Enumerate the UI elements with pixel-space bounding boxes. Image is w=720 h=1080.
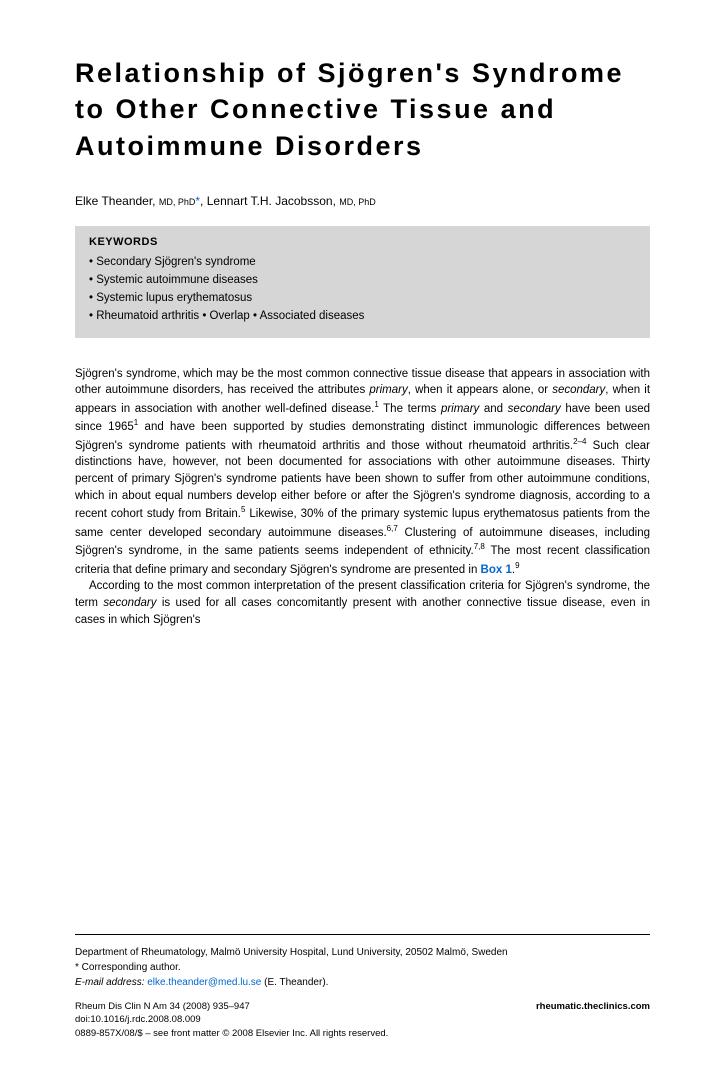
author2-credentials: MD, PhD xyxy=(339,197,376,207)
keyword-line: • Systemic autoimmune diseases xyxy=(89,272,636,290)
email-line: E-mail address: elke.theander@med.lu.se … xyxy=(75,975,650,990)
page-footer: Department of Rheumatology, Malmö Univer… xyxy=(75,934,650,1040)
keyword-line: • Systemic lupus erythematosus xyxy=(89,290,636,308)
body-text-span: is used for all cases concomitantly pres… xyxy=(75,597,650,626)
affiliation-text: Department of Rheumatology, Malmö Univer… xyxy=(75,945,650,960)
italic-term: secondary xyxy=(552,384,605,396)
citation-sup: 6,7 xyxy=(387,524,398,533)
body-text-span: and have been supported by studies demon… xyxy=(75,421,650,452)
citation-sup: 9 xyxy=(515,561,519,570)
keyword-line: • Secondary Sjögren's syndrome xyxy=(89,254,636,272)
author2-name: , Lennart T.H. Jacobsson, xyxy=(200,194,336,208)
italic-term: primary xyxy=(369,384,407,396)
italic-term: secondary xyxy=(508,403,561,415)
keyword-line: • Rheumatoid arthritis • Overlap • Assoc… xyxy=(89,308,636,326)
corresponding-note: * Corresponding author. xyxy=(75,960,650,975)
body-paragraph-2: According to the most common interpretat… xyxy=(75,578,650,628)
box-reference-link[interactable]: Box 1 xyxy=(481,564,512,576)
keywords-list: • Secondary Sjögren's syndrome • Systemi… xyxy=(89,254,636,325)
citation-sup: 7,8 xyxy=(474,542,485,551)
author-email-link[interactable]: elke.theander@med.lu.se xyxy=(147,977,261,988)
citation-sup: 2–4 xyxy=(573,437,586,446)
author1-credentials: MD, PhD xyxy=(159,197,196,207)
keywords-header: KEYWORDS xyxy=(89,236,636,248)
body-text-span: , when it appears alone, or xyxy=(408,384,552,396)
author1-name: Elke Theander, xyxy=(75,194,156,208)
body-paragraph-1: Sjögren's syndrome, which may be the mos… xyxy=(75,366,650,579)
email-name: (E. Theander). xyxy=(264,977,328,988)
body-text-span: The terms xyxy=(379,403,441,415)
italic-term: secondary xyxy=(103,597,156,609)
issn-copyright: 0889-857X/08/$ – see front matter © 2008… xyxy=(75,1027,650,1040)
body-text-span: and xyxy=(479,403,507,415)
footer-divider xyxy=(75,934,650,935)
journal-info: rheumatic.theclinics.com Rheum Dis Clin … xyxy=(75,1000,650,1040)
doi-text: doi:10.1016/j.rdc.2008.08.009 xyxy=(75,1013,650,1026)
italic-term: primary xyxy=(441,403,479,415)
journal-website[interactable]: rheumatic.theclinics.com xyxy=(536,1000,650,1013)
authors-line: Elke Theander, MD, PhD*, Lennart T.H. Ja… xyxy=(75,194,650,208)
email-label: E-mail address: xyxy=(75,977,144,988)
article-title: Relationship of Sjögren's Syndrome to Ot… xyxy=(75,55,650,164)
keywords-box: KEYWORDS • Secondary Sjögren's syndrome … xyxy=(75,226,650,337)
